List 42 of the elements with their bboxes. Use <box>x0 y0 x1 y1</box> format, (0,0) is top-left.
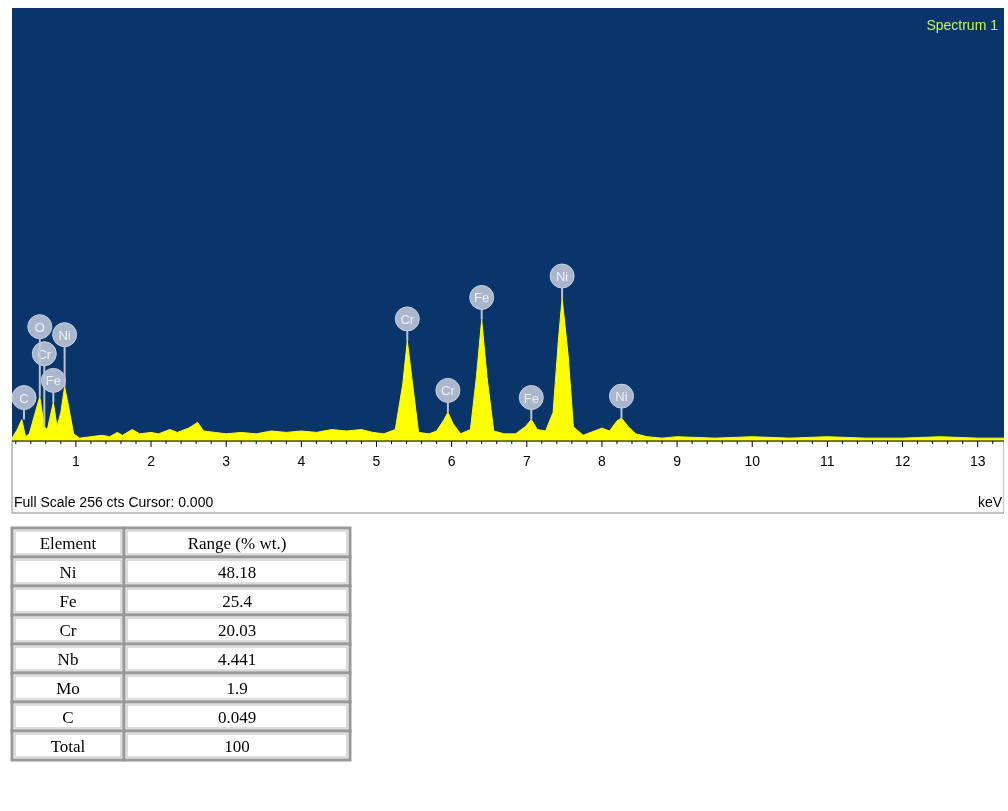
text: Full Scale 256 cts Cursor: 0.000 <box>14 494 214 510</box>
annotation: Cr <box>400 311 415 327</box>
data-label: 1.9 <box>226 679 248 698</box>
data-label: 100 <box>224 737 250 756</box>
category-label: Nb <box>57 650 79 669</box>
annotation: Fe <box>523 390 539 406</box>
annotation: C <box>19 390 29 406</box>
data-label: 4.441 <box>217 650 257 669</box>
category-label: Ni <box>59 563 77 582</box>
annotation: Fe <box>474 290 490 306</box>
text: Range (% wt.) <box>187 534 287 553</box>
annotation: Ni <box>555 269 569 284</box>
data-label: 25.4 <box>222 592 253 611</box>
category-label: Total <box>50 737 86 756</box>
annotation: Fe <box>45 373 61 389</box>
annotation: Ni <box>615 389 628 405</box>
data-label: 20.03 <box>217 621 257 640</box>
x-tick-label: 11 <box>820 453 835 469</box>
annotation: Cr <box>441 383 456 399</box>
chart-title: Spectrum 1 <box>926 17 999 33</box>
x-tick-label: 1 <box>71 453 80 469</box>
x-tick-label: 6 <box>447 453 456 469</box>
x-tick-label: 4 <box>297 453 306 469</box>
x-tick-label: 10 <box>744 453 761 469</box>
data-label: 48.18 <box>217 563 257 582</box>
category-label: Cr <box>59 621 77 640</box>
x-tick-label: 5 <box>372 453 381 469</box>
annotation: O <box>34 319 45 335</box>
x-tick-label: 2 <box>147 453 156 469</box>
x-tick-label: 13 <box>969 453 986 469</box>
x-axis-title: keV <box>977 494 1003 510</box>
annotation: Ni <box>58 327 71 343</box>
text: Element <box>39 534 97 553</box>
category-label: C <box>62 708 74 727</box>
x-tick-label: 3 <box>222 453 231 469</box>
category-label: Mo <box>56 679 80 698</box>
x-tick-label: 8 <box>598 453 607 469</box>
data-label: 0.049 <box>217 708 257 727</box>
x-tick-label: 9 <box>673 453 682 469</box>
x-tick-label: 12 <box>894 453 911 469</box>
category-label: Fe <box>59 592 77 611</box>
x-tick-label: 7 <box>522 453 531 469</box>
